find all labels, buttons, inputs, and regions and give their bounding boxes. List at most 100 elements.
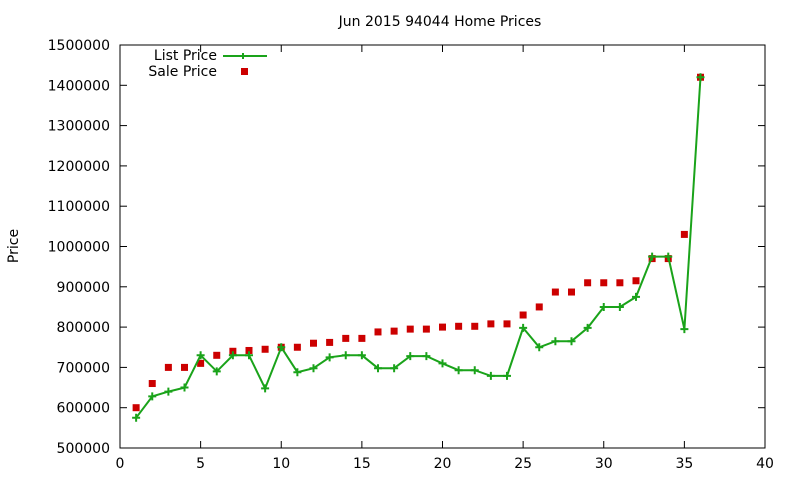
sale-price-point [245, 346, 253, 354]
sale-price-point [181, 363, 188, 371]
y-tick-label: 1300000 [48, 119, 110, 135]
y-tick-label: 1100000 [48, 199, 110, 215]
sale-price-point [310, 339, 317, 347]
x-tick-label: 0 [116, 456, 125, 472]
sale-price-point [519, 311, 527, 319]
list-price-point [293, 368, 302, 377]
list-price-point [422, 352, 431, 361]
plot-area [132, 73, 705, 422]
list-price-point [696, 73, 705, 82]
x-tick-label: 15 [353, 456, 371, 472]
list-price-point [615, 302, 624, 311]
list-price-point [245, 351, 253, 360]
list-price-point [680, 325, 689, 334]
list-price-point [374, 364, 382, 373]
list-price-point [599, 302, 608, 311]
list-price-point [470, 366, 479, 375]
y-axis-label: Price [6, 229, 22, 263]
sale-price-point [632, 277, 640, 285]
x-tick-label: 5 [196, 456, 205, 472]
y-tick-label: 900000 [57, 280, 110, 296]
list-price-point [357, 351, 366, 360]
x-tick-label: 25 [514, 456, 532, 472]
sale-price-point [439, 323, 446, 331]
sale-price-point [422, 325, 430, 333]
sale-price-point [471, 322, 479, 330]
sale-price-point [680, 230, 688, 238]
sale-price-point [600, 279, 608, 287]
sale-price-point [358, 334, 366, 342]
list-price-point [454, 366, 463, 375]
list-price-point [390, 364, 399, 373]
sale-price-point [406, 325, 414, 333]
y-tick-label: 1500000 [48, 38, 110, 54]
list-price-point [309, 364, 318, 373]
x-tick-label: 30 [595, 456, 613, 472]
sale-price-point [503, 320, 511, 328]
sale-price-point [390, 327, 398, 335]
x-tick-label: 20 [434, 456, 452, 472]
list-price-point [406, 352, 415, 361]
sale-price-point [584, 279, 592, 287]
sale-price-point [293, 343, 301, 351]
plot-frame [119, 44, 766, 449]
x-tick-label: 40 [756, 456, 774, 472]
list-price-point [664, 252, 673, 261]
list-price-point [648, 252, 657, 261]
sale-price-point [616, 279, 624, 287]
list-price-line [135, 77, 702, 419]
list-price-point [486, 371, 495, 380]
legend-marker-list-price [240, 53, 246, 59]
legend-label-sale-price: Sale Price [148, 64, 217, 80]
legend-label-list-price: List Price [154, 48, 217, 64]
chart-title: Jun 2015 94044 Home Prices [338, 14, 542, 30]
list-price-point [132, 413, 141, 422]
list-price-point [519, 323, 528, 332]
list-price-point [535, 343, 544, 352]
list-price-point [503, 371, 511, 380]
list-price-point [632, 292, 640, 301]
list-price-point [180, 383, 189, 392]
list-price-point [148, 392, 157, 401]
list-price-point [583, 323, 592, 332]
y-tick-label: 700000 [57, 360, 110, 376]
sale-price-point [551, 288, 559, 296]
y-tick-label: 600000 [57, 401, 110, 417]
sale-price-point [535, 303, 543, 311]
sale-price-point [487, 320, 495, 328]
y-tick-label: 500000 [57, 441, 110, 457]
list-price-point [438, 359, 447, 368]
y-tick-label: 1000000 [48, 240, 110, 256]
sale-price-point [132, 404, 140, 412]
legend-marker-sale-price [241, 68, 248, 75]
y-tick-label: 800000 [57, 320, 110, 336]
sale-price-point [213, 351, 221, 359]
y-tick-label: 1400000 [48, 78, 110, 94]
sale-price-point [326, 338, 334, 346]
list-price-point [164, 387, 173, 396]
list-price-point [567, 337, 576, 346]
sale-price-point [342, 334, 350, 342]
sale-price-point [455, 322, 463, 330]
axis-ticks: 500000 600000 700000 800000 900000 1000000 110… [48, 38, 774, 472]
y-tick-label: 1200000 [48, 159, 110, 175]
list-price-point [341, 351, 350, 360]
list-price-point [212, 367, 221, 376]
sale-price-point [568, 288, 575, 296]
x-tick-label: 35 [675, 456, 693, 472]
x-tick-label: 10 [272, 456, 290, 472]
sale-price-point [164, 363, 172, 371]
sale-price-point [197, 359, 205, 367]
list-price-point [277, 343, 286, 352]
sale-price-point [229, 347, 237, 355]
sale-price-point [374, 328, 382, 336]
sale-price-point [261, 345, 269, 353]
list-price-point [325, 353, 334, 362]
list-price-point [551, 337, 560, 346]
list-price-point [196, 351, 205, 360]
legend: List Price Sale Price [148, 48, 267, 80]
list-price-point [228, 351, 237, 360]
list-price-point [261, 384, 270, 393]
sale-price-point [148, 380, 156, 388]
